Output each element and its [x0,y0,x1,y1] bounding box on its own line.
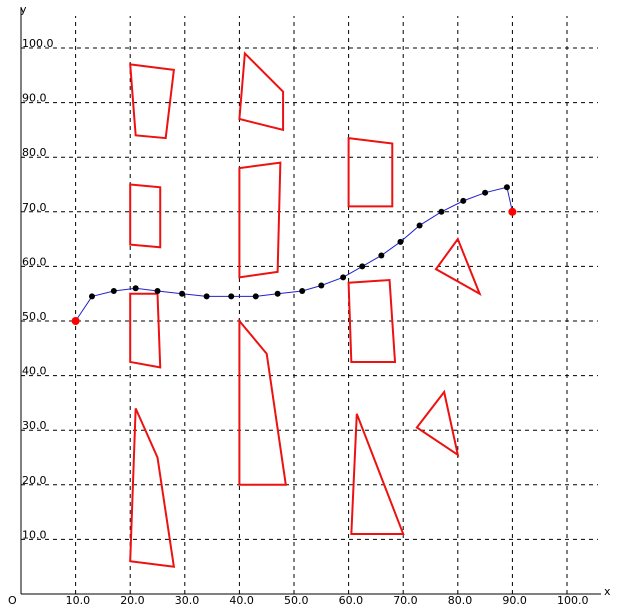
path-waypoint [378,252,385,259]
path-waypoint [438,208,445,215]
x-tick-label: 60.0 [339,594,364,607]
path-waypoint [228,293,235,300]
x-tick-label: 30.0 [175,594,200,607]
path-waypoint [397,238,404,245]
tick-labels: 10.0 20.0 30.0 40.0 50.0 60.0 70.0 80.0 90.0 100.… [22,37,589,607]
obstacle-polygon [129,63,175,140]
path-waypoint [340,274,347,281]
obstacle-polygon [347,136,394,208]
goal-point [508,207,517,216]
path-waypoint [416,222,423,229]
path-waypoint [132,285,139,292]
obstacle-polygon [238,161,282,279]
path-waypoint [110,287,117,294]
y-tick-label: 20.0 [22,474,47,487]
y-axis-label: y [20,3,27,16]
path-waypoint [318,282,325,289]
y-tick-label: 40.0 [22,365,47,378]
x-tick-label: 100.0 [557,594,589,607]
y-tick-label: 90.0 [22,92,47,105]
grid-lines [21,16,598,594]
obstacle-polygon [415,389,460,457]
y-tick-label: 60.0 [22,255,47,268]
x-tick-label: 20.0 [120,594,145,607]
y-tick-label: 30.0 [22,419,47,432]
x-tick-label: 70.0 [393,594,418,607]
origin-label: O [8,594,17,607]
y-tick-label: 50.0 [22,310,47,323]
obstacle-polygon [238,318,287,486]
path-waypoint [299,287,306,294]
obstacles [129,51,482,568]
obstacle-polygon [129,183,162,249]
y-tick-label: 70.0 [22,201,47,214]
path-waypoint [274,290,281,297]
path-waypoint [179,290,186,297]
obstacle-polygon [434,237,482,296]
obstacle-polygon [129,407,176,568]
obstacle-polygon [350,413,405,535]
path-waypoint [482,189,489,196]
x-tick-label: 90.0 [502,594,527,607]
path-waypoint [203,293,210,300]
x-tick-label: 10.0 [66,594,91,607]
y-tick-label: 10.0 [22,528,47,541]
obstacle-polygon [238,51,285,132]
y-tick-label: 80.0 [22,146,47,159]
path-waypoint [359,263,366,270]
path-waypoint [503,184,510,191]
axes: x y O [8,3,611,607]
path-line [75,186,513,322]
path-waypoint [88,293,95,300]
start-point [71,317,80,325]
obstacle-polygon [347,278,397,363]
x-axis-label: x [604,585,611,598]
x-tick-label: 40.0 [229,594,254,607]
y-tick-label: 100.0 [22,37,54,50]
planned-path [71,184,517,325]
x-tick-label: 50.0 [284,594,309,607]
path-waypoint [252,293,259,300]
path-waypoint [154,287,161,294]
obstacle-polygon [129,292,162,369]
path-waypoint [460,197,467,204]
x-tick-label: 80.0 [448,594,473,607]
